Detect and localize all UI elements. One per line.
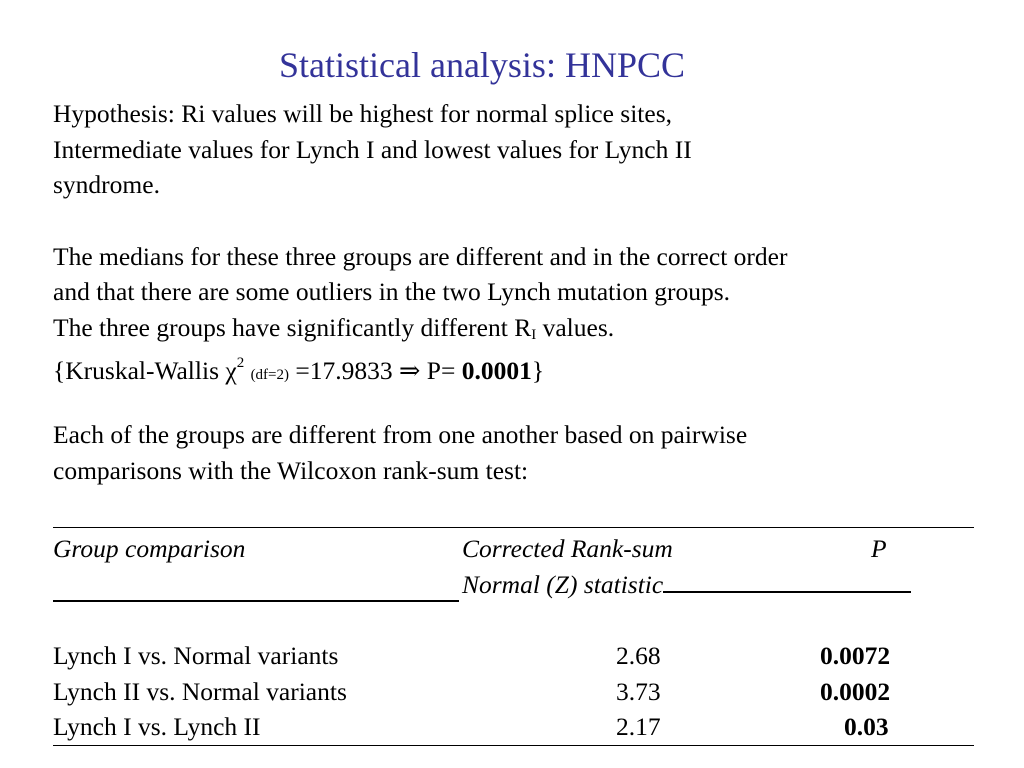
- header-p: P: [871, 534, 887, 563]
- row-comparison: Lynch I vs. Normal variants: [53, 641, 339, 670]
- table-bottom-rule: [53, 745, 974, 746]
- row-p-value: 0.0072: [820, 641, 891, 670]
- kruskal-pvalue: 0.0001: [461, 355, 532, 385]
- hypothesis-line-2: Intermediate values for Lynch I and lowe…: [53, 134, 692, 164]
- kruskal-suffix: }: [531, 355, 545, 385]
- row-p-value: 0.0002: [820, 677, 891, 706]
- header-rank-sum: Corrected Rank-sum: [462, 534, 673, 563]
- medians-line-2: and that there are some outliers in the …: [53, 277, 731, 307]
- kruskal-prefix: {Kruskal-Wallis χ: [53, 355, 237, 385]
- slide-title: Statistical analysis: HNPCC: [278, 45, 685, 85]
- slide-body: Hypothesis: Ri values will be highest fo…: [53, 96, 983, 489]
- table-row: Lynch I vs. Normal variants: [53, 638, 338, 674]
- significance-suffix: values.: [536, 313, 615, 343]
- kruskal-statistic: =17.9833 ⇒ P=: [289, 355, 462, 385]
- row-z-value: 2.17: [616, 712, 661, 741]
- header-group-comparison: Group comparison: [53, 534, 246, 563]
- table-row: Lynch II vs. Normal variants: [53, 674, 347, 710]
- header-underline-right: [663, 567, 912, 593]
- table-top-rule: [53, 527, 974, 528]
- row-comparison: Lynch I vs. Lynch II: [53, 712, 261, 741]
- chi-superscript: 2: [236, 354, 245, 371]
- kruskal-wallis-line: {Kruskal-Wallis χ2 (df=2) =17.9833 ⇒ P= …: [53, 346, 983, 385]
- wilcoxon-line-1: Each of the groups are different from on…: [53, 420, 748, 450]
- row-p-value: 0.03: [844, 712, 889, 741]
- wilcoxon-line-2: comparisons with the Wilcoxon rank-sum t…: [53, 455, 529, 485]
- header-z-statistic: Normal (Z) statistic: [462, 570, 664, 599]
- table-row: Lynch I vs. Lynch II: [53, 709, 261, 745]
- degrees-of-freedom: (df=2): [250, 366, 290, 383]
- row-comparison: Lynch II vs. Normal variants: [53, 677, 347, 706]
- row-z-value: 3.73: [616, 677, 661, 706]
- row-z-value: 2.68: [616, 641, 661, 670]
- hypothesis-line-3: syndrome.: [53, 170, 160, 200]
- significance-prefix: The three groups have significantly diff…: [53, 313, 532, 343]
- hypothesis-line-1: Hypothesis: Ri values will be highest fo…: [53, 99, 672, 128]
- header-underline-left: [53, 600, 459, 602]
- ri-subscript: I: [531, 327, 537, 344]
- header-z-statistic-row: Normal (Z) statistic: [462, 567, 912, 603]
- medians-line-1: The medians for these three groups are d…: [53, 241, 788, 271]
- significance-line: The three groups have significantly diff…: [53, 310, 983, 346]
